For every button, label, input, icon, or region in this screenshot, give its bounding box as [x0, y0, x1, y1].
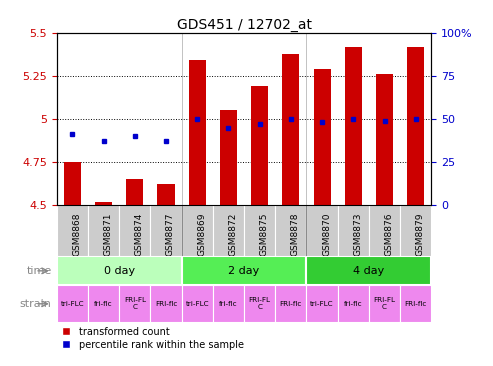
Bar	[119, 205, 150, 256]
Bar	[126, 179, 143, 205]
Text: GSM8873: GSM8873	[353, 213, 362, 256]
Bar	[119, 285, 150, 322]
Text: GSM8874: GSM8874	[135, 213, 144, 256]
Legend: transformed count, percentile rank within the sample: transformed count, percentile rank withi…	[62, 327, 244, 350]
Bar	[282, 53, 299, 205]
Bar	[345, 47, 362, 205]
Bar	[400, 285, 431, 322]
Bar	[338, 285, 369, 322]
Text: strain: strain	[20, 299, 52, 309]
Bar	[64, 162, 81, 205]
Text: FRI-FL
C: FRI-FL C	[248, 297, 271, 310]
Bar	[213, 205, 244, 256]
Bar	[57, 285, 88, 322]
Text: FRI-flc: FRI-flc	[280, 301, 302, 307]
Bar	[157, 184, 175, 205]
Text: FRI-flc: FRI-flc	[405, 301, 427, 307]
Bar	[181, 285, 213, 322]
Text: time: time	[27, 266, 52, 276]
Bar	[338, 205, 369, 256]
Bar	[314, 69, 331, 205]
Text: GSM8872: GSM8872	[228, 213, 238, 256]
Title: GDS451 / 12702_at: GDS451 / 12702_at	[176, 18, 312, 32]
Bar	[220, 111, 237, 205]
Text: GSM8869: GSM8869	[197, 213, 206, 256]
Text: GSM8875: GSM8875	[260, 213, 269, 256]
Bar	[189, 60, 206, 205]
Bar	[88, 205, 119, 256]
Bar	[369, 205, 400, 256]
Bar	[275, 205, 307, 256]
Text: fri-flc: fri-flc	[344, 301, 363, 307]
Text: FRI-flc: FRI-flc	[155, 301, 177, 307]
Bar	[244, 205, 275, 256]
Text: GSM8871: GSM8871	[104, 213, 112, 256]
Bar	[369, 285, 400, 322]
Text: fri-flc: fri-flc	[94, 301, 113, 307]
Bar	[251, 86, 268, 205]
Bar	[150, 205, 181, 256]
Bar	[307, 285, 338, 322]
Text: tri-FLC: tri-FLC	[185, 301, 209, 307]
Bar	[57, 205, 88, 256]
Text: GSM8877: GSM8877	[166, 213, 175, 256]
Bar	[307, 256, 431, 285]
Text: GSM8879: GSM8879	[416, 213, 425, 256]
Bar	[376, 74, 393, 205]
Bar	[57, 256, 181, 285]
Bar	[95, 202, 112, 205]
Text: GSM8876: GSM8876	[385, 213, 393, 256]
Text: tri-FLC: tri-FLC	[310, 301, 334, 307]
Text: FRI-FL
C: FRI-FL C	[374, 297, 395, 310]
Text: FRI-FL
C: FRI-FL C	[124, 297, 146, 310]
Bar	[275, 285, 307, 322]
Text: 0 day: 0 day	[104, 266, 135, 276]
Text: 4 day: 4 day	[353, 266, 385, 276]
Text: GSM8878: GSM8878	[291, 213, 300, 256]
Bar	[400, 205, 431, 256]
Bar	[181, 205, 213, 256]
Text: tri-FLC: tri-FLC	[61, 301, 84, 307]
Bar	[150, 285, 181, 322]
Bar	[307, 205, 338, 256]
Text: fri-flc: fri-flc	[219, 301, 238, 307]
Bar	[407, 47, 424, 205]
Text: GSM8870: GSM8870	[322, 213, 331, 256]
Bar	[88, 285, 119, 322]
Bar	[181, 256, 307, 285]
Text: GSM8868: GSM8868	[72, 213, 81, 256]
Bar	[244, 285, 275, 322]
Bar	[213, 285, 244, 322]
Text: 2 day: 2 day	[228, 266, 260, 276]
